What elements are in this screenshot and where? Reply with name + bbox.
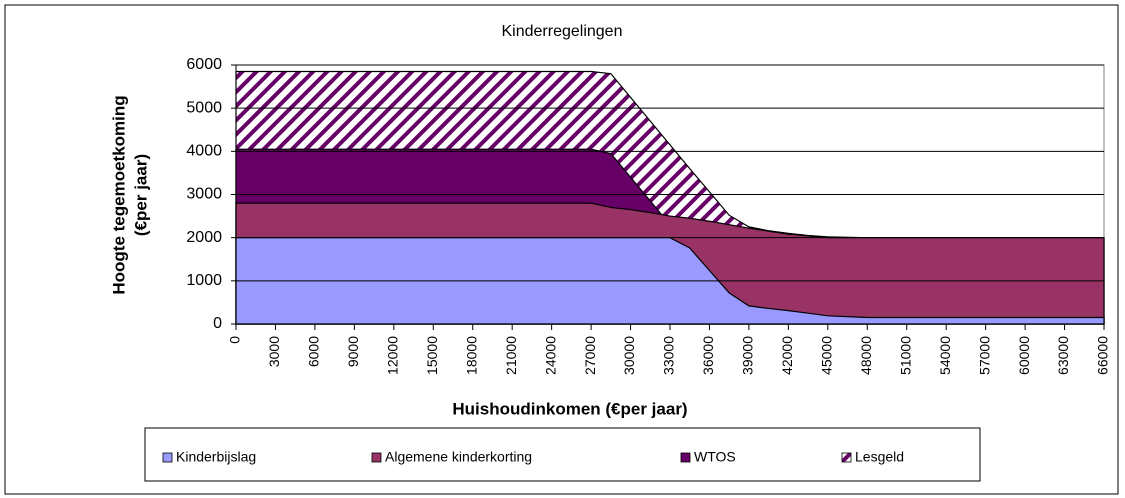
legend-label: Kinderbijslag	[176, 449, 256, 465]
legend-swatch	[680, 452, 691, 463]
x-tick-label: 57000	[976, 336, 992, 375]
x-tick-label: 48000	[858, 336, 874, 375]
x-tick-label: 18000	[463, 336, 479, 375]
legend-swatch	[371, 452, 382, 463]
x-tick-label: 15000	[424, 336, 440, 375]
chart-title: Kinderregelingen	[502, 23, 623, 40]
x-tick-label: 0	[227, 336, 243, 344]
x-tick-label: 51000	[897, 336, 913, 375]
x-tick-label: 54000	[937, 336, 953, 375]
x-tick-label: 42000	[779, 336, 795, 375]
y-tick-label: 5000	[186, 99, 222, 116]
x-tick-label: 63000	[1055, 336, 1071, 375]
x-tick-label: 60000	[1016, 336, 1032, 375]
x-tick-label: 12000	[385, 336, 401, 375]
x-tick-label: 39000	[740, 336, 756, 375]
y-tick-label: 3000	[186, 186, 222, 203]
x-tick-label: 30000	[621, 336, 637, 375]
x-tick-label: 33000	[661, 336, 677, 375]
x-tick-label: 24000	[542, 336, 558, 375]
x-tick-label: 21000	[503, 336, 519, 375]
y-tick-label: 2000	[186, 229, 222, 246]
y-tick-label: 0	[213, 315, 222, 332]
x-tick-label: 36000	[700, 336, 716, 375]
x-tick-label: 6000	[306, 336, 322, 367]
legend-box	[144, 427, 981, 482]
legend-swatch	[162, 452, 173, 463]
x-tick-label: 3000	[266, 336, 282, 367]
x-tick-label: 27000	[582, 336, 598, 375]
legend-label: Algemene kinderkorting	[385, 449, 532, 465]
x-axis-label: Huishoudinkomen (€per jaar)	[452, 399, 687, 418]
legend-label: WTOS	[694, 449, 736, 465]
y-axis-label: (€per jaar)	[131, 154, 150, 236]
x-tick-label: 9000	[345, 336, 361, 367]
y-tick-label: 1000	[186, 272, 222, 289]
x-tick-label: 45000	[819, 336, 835, 375]
x-tick-label: 66000	[1095, 336, 1111, 375]
legend-swatch	[841, 452, 852, 463]
y-tick-label: 4000	[186, 143, 222, 160]
y-axis-label: Hoogte tegemoetkoming	[109, 95, 128, 294]
legend-label: Lesgeld	[855, 449, 904, 465]
y-tick-label: 6000	[186, 56, 222, 73]
